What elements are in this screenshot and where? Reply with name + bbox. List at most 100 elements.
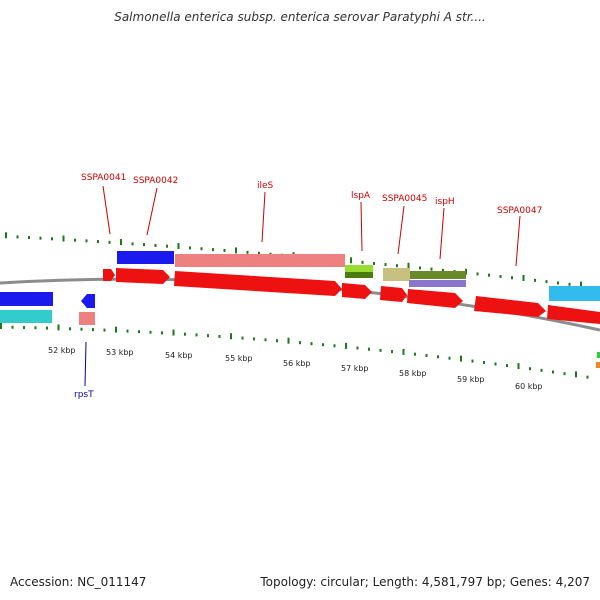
leader-lspA [360, 201, 363, 252]
tick-mark [34, 326, 37, 330]
tick-mark [494, 362, 497, 366]
tick-mark [172, 329, 175, 336]
tick-mark [442, 268, 444, 272]
feature-lime[interactable] [345, 265, 373, 272]
tick-mark [108, 240, 111, 244]
tick-mark [407, 262, 410, 269]
tick-mark [143, 243, 145, 247]
scale-label-60: 60 kbp [515, 382, 543, 391]
tick-mark [246, 250, 249, 254]
feature-cyan[interactable] [549, 286, 600, 301]
scale-label-54: 54 kbp [165, 351, 193, 360]
cds-arrow-lspA[interactable] [342, 283, 372, 299]
leader-ileS [261, 191, 266, 243]
tick-mark [235, 247, 237, 254]
feature-blue-left[interactable] [0, 292, 53, 306]
tick-mark [120, 239, 122, 246]
tick-mark [28, 236, 30, 240]
tick-mark [460, 355, 462, 362]
genome-summary-text: Topology: circular; Length: 4,581,797 bp… [260, 575, 590, 589]
scale-label-58: 58 kbp [399, 369, 427, 378]
tick-mark [200, 247, 203, 251]
cds-arrow-2[interactable] [116, 268, 170, 284]
cds-arrow-right[interactable] [547, 305, 600, 324]
tick-mark [11, 325, 14, 329]
tick-mark [437, 355, 439, 359]
tick-mark [534, 278, 536, 282]
tick-mark [276, 339, 278, 343]
tick-mark [419, 266, 421, 270]
gene-label-SSPA0041[interactable]: SSPA0041 [81, 173, 126, 183]
tick-mark [264, 338, 267, 342]
leader-SSPA0042 [146, 187, 158, 236]
tick-mark [540, 368, 543, 372]
feature-orange-edge[interactable] [596, 362, 600, 368]
tick-mark [51, 237, 53, 241]
feature-blue-outer[interactable] [117, 251, 174, 264]
tick-mark [356, 346, 359, 350]
gene-label-SSPA0042[interactable]: SSPA0042 [133, 176, 178, 186]
tick-mark [166, 244, 168, 248]
tick-mark [506, 364, 508, 368]
tick-mark [39, 236, 42, 240]
tick-mark [97, 240, 99, 244]
cds-arrow-rpsT[interactable] [81, 294, 95, 308]
tick-mark [195, 333, 198, 337]
leader-SSPA0041 [102, 185, 111, 235]
feature-tan[interactable] [383, 268, 410, 281]
tick-mark [138, 330, 140, 334]
scale-label-55: 55 kbp [225, 354, 253, 363]
tick-mark [511, 276, 513, 280]
tick-mark [430, 267, 433, 271]
leader-SSPA0045 [397, 205, 405, 255]
tick-mark [46, 326, 48, 330]
tick-mark [241, 336, 244, 340]
tick-mark [287, 337, 290, 344]
cds-arrow-SSPA0045[interactable] [380, 286, 407, 302]
tick-mark [62, 235, 65, 242]
tick-mark [448, 356, 451, 360]
gene-label-SSPA0047[interactable]: SSPA0047 [497, 206, 542, 216]
feature-pink-rpsT[interactable] [79, 312, 95, 325]
gene-label-rpsT[interactable]: rpsT [74, 390, 94, 400]
tick-mark [580, 281, 582, 288]
tick-mark [310, 342, 313, 346]
feature-lime-dark[interactable] [345, 272, 373, 278]
tick-mark [258, 251, 260, 255]
tick-mark [379, 348, 382, 352]
gene-label-ispH[interactable]: ispH [435, 197, 455, 207]
cds-arrow-SSPA0047[interactable] [474, 296, 546, 317]
tick-mark [552, 370, 554, 374]
gene-label-SSPA0045[interactable]: SSPA0045 [382, 194, 427, 204]
tick-mark [391, 350, 393, 354]
feature-pink-ileS[interactable] [175, 254, 345, 267]
tick-mark [368, 347, 370, 351]
tick-mark [161, 331, 163, 335]
cds-arrow-1[interactable] [103, 269, 115, 281]
tick-mark [529, 367, 531, 371]
tick-mark [223, 249, 226, 253]
cds-arrow-ileS[interactable] [174, 271, 342, 296]
feature-green-edge[interactable] [597, 352, 600, 358]
tick-mark [69, 327, 71, 331]
tick-mark [23, 325, 25, 329]
tick-mark [115, 326, 117, 333]
tick-mark [545, 280, 548, 284]
scale-label-59: 59 kbp [457, 375, 485, 384]
feature-purple[interactable] [409, 280, 466, 287]
tick-mark [522, 275, 525, 282]
tick-mark [350, 257, 352, 264]
gene-label-lspA[interactable]: lspA [351, 191, 371, 201]
tick-mark [126, 329, 129, 333]
cds-arrow-ispH[interactable] [407, 289, 463, 308]
gene-label-ileS[interactable]: ileS [257, 181, 274, 191]
tick-mark [563, 372, 566, 376]
tick-mark [131, 242, 134, 246]
feature-teal-left[interactable] [0, 310, 52, 323]
map-title: Salmonella enterica subsp. enterica sero… [114, 10, 486, 24]
tick-mark [230, 333, 232, 340]
tick-mark [5, 232, 7, 239]
feature-olive[interactable] [410, 271, 466, 279]
tick-mark [402, 348, 405, 355]
